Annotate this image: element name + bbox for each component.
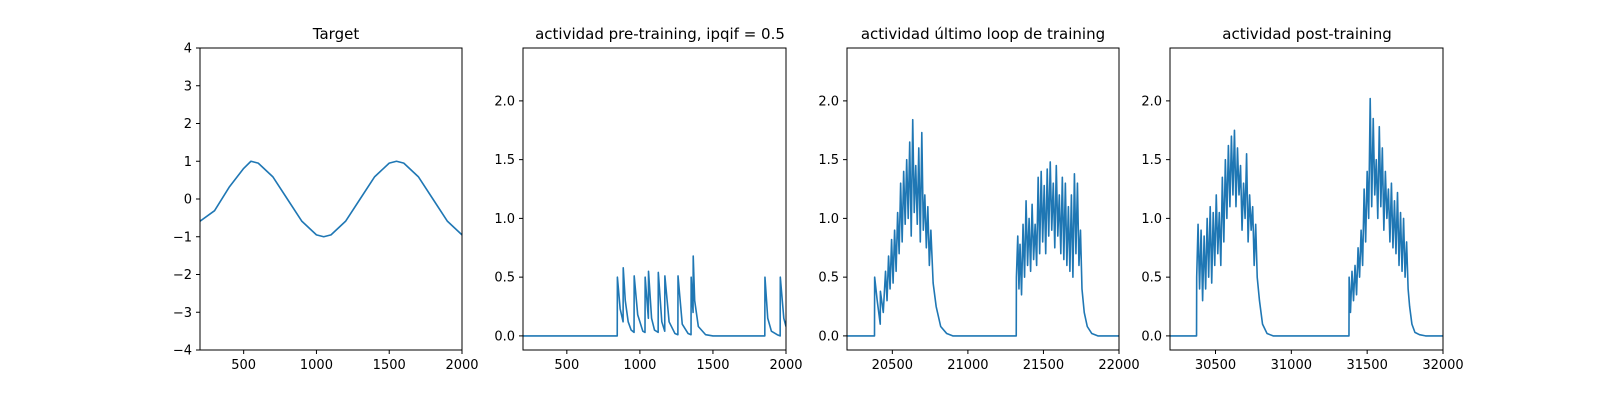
y-tick-label: 1.5 [494, 153, 515, 168]
y-tick-label: 0.0 [1141, 329, 1162, 344]
y-tick-label: 1 [184, 155, 192, 170]
x-tick-label: 500 [231, 358, 256, 373]
x-tick-label: 1000 [623, 358, 656, 373]
series-line [1170, 97, 1443, 337]
y-tick-label: −3 [173, 306, 192, 321]
x-tick-label: 1000 [300, 358, 333, 373]
x-tick-label: 500 [554, 358, 579, 373]
subplot-post-training: actividad post-training 30500 31000 31500 3… [1141, 25, 1463, 373]
y-tick-label: 0.5 [818, 271, 839, 286]
y-tick-label: 0.0 [494, 329, 515, 344]
y-tick-label: 1.0 [818, 212, 839, 227]
x-tick-label: 1500 [696, 358, 729, 373]
subplot-last-training-loop: actividad último loop de training 20500 2… [818, 25, 1139, 373]
y-tick-label: −4 [173, 344, 192, 359]
series-line [523, 255, 786, 337]
y-tick-label: 3 [184, 79, 192, 94]
x-tick-label: 31000 [1271, 358, 1312, 373]
subplot-title: actividad pre-training, ipqif = 0.5 [535, 25, 785, 43]
subplot-marks: 500 1000 1500 2000 0.0 0.5 1.0 1.5 2.0 [494, 47, 803, 373]
series-line [200, 160, 462, 238]
x-tick-label: 22000 [1098, 358, 1139, 373]
y-tick-label: 2 [184, 117, 192, 132]
y-tick-label: 2.0 [818, 94, 839, 109]
x-tick-label: 20500 [872, 358, 913, 373]
axes-frame [1169, 47, 1444, 351]
y-tick-label: 2.0 [1141, 94, 1162, 109]
y-tick-label: 0.5 [494, 271, 515, 286]
subplot-marks: 30500 31000 31500 32000 0.0 0.5 1.0 1.5 2.0 [1141, 47, 1464, 373]
subplot-title: actividad último loop de training [861, 25, 1105, 43]
subplot-pre-training: actividad pre-training, ipqif = 0.5 500 1… [494, 25, 802, 373]
x-tick-label: 2000 [445, 358, 478, 373]
subplot-target: Target 500 1000 1500 2000 −4 −3 −2 −1 0 1 2 3 4 [173, 25, 479, 373]
y-tick-label: 0 [184, 193, 192, 208]
y-tick-label: 1.0 [1141, 212, 1162, 227]
x-tick-label: 21000 [947, 358, 988, 373]
subplot-marks: 20500 21000 21500 22000 0.0 0.5 1.0 1.5 2.0 [818, 47, 1140, 373]
x-tick-label: 30500 [1195, 358, 1236, 373]
x-tick-label: 21500 [1023, 358, 1064, 373]
y-tick-label: 0.0 [818, 329, 839, 344]
x-tick-label: 2000 [769, 358, 802, 373]
y-tick-label: 1.0 [494, 212, 515, 227]
axes-frame [522, 47, 787, 351]
y-tick-label: 1.5 [818, 153, 839, 168]
y-tick-label: 1.5 [1141, 153, 1162, 168]
x-tick-label: 32000 [1422, 358, 1463, 373]
x-tick-label: 1500 [373, 358, 406, 373]
y-tick-label: −2 [173, 268, 192, 283]
subplot-title: Target [312, 25, 360, 43]
y-tick-label: 4 [184, 42, 192, 57]
y-tick-label: 0.5 [1141, 271, 1162, 286]
y-tick-label: −1 [173, 230, 192, 245]
x-tick-label: 31500 [1346, 358, 1387, 373]
axes-frame [846, 47, 1120, 351]
series-line [847, 118, 1119, 337]
subplot-title: actividad post-training [1222, 25, 1391, 43]
subplot-marks: 500 1000 1500 2000 −4 −3 −2 −1 0 1 2 3 4 [173, 42, 479, 374]
y-tick-label: 2.0 [494, 94, 515, 109]
